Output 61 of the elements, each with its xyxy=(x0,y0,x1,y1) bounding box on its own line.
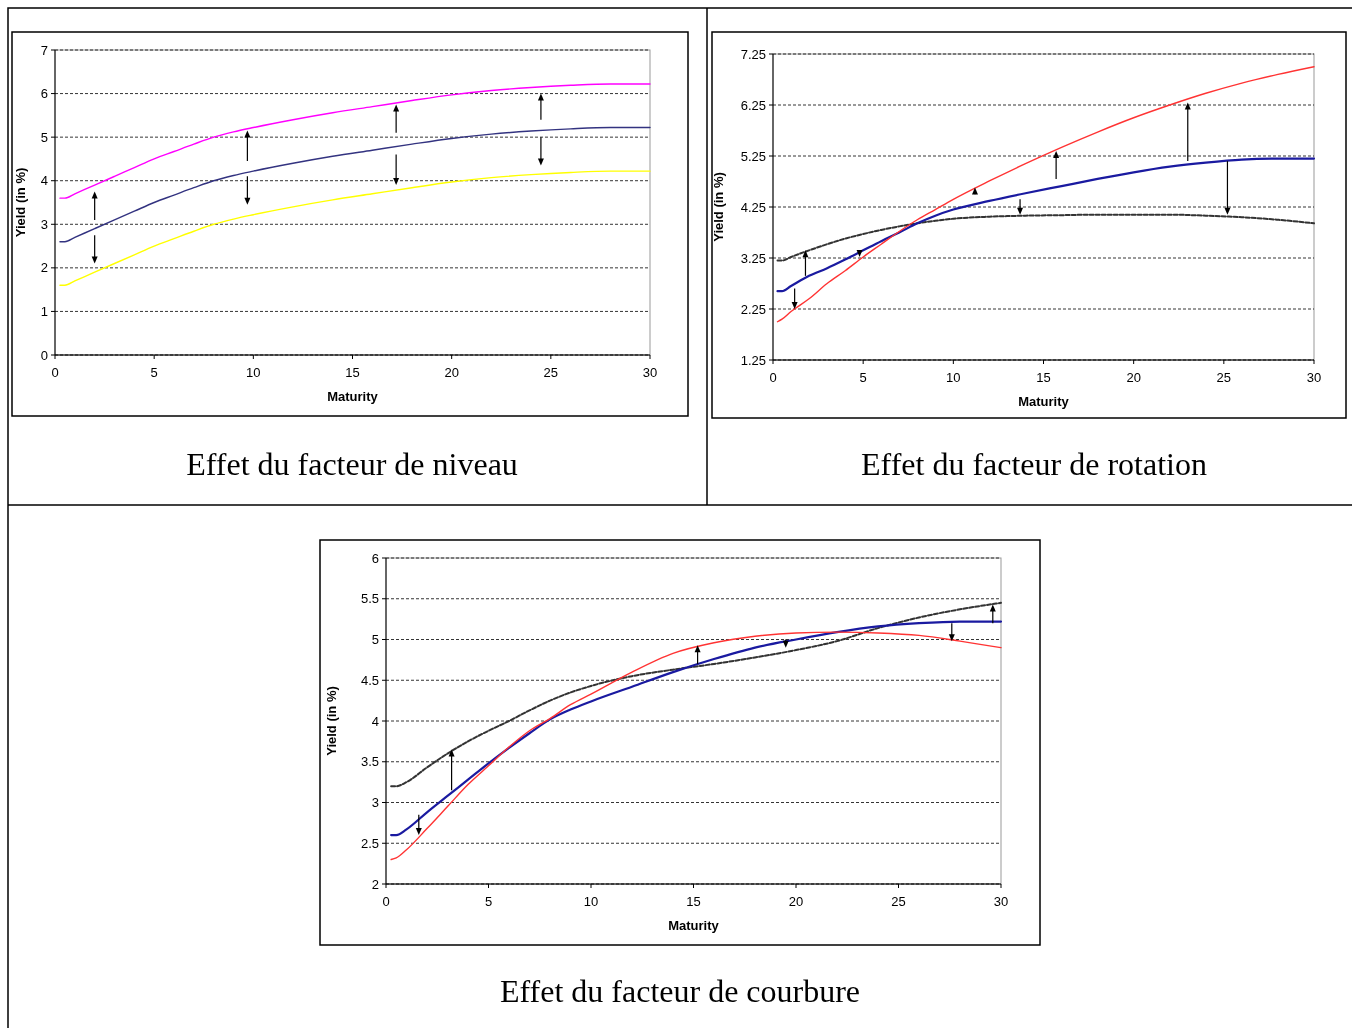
y-tick-label: 3.5 xyxy=(360,754,379,770)
x-tick-label: 30 xyxy=(642,365,658,380)
line-series xyxy=(390,601,1002,788)
y-tick-label: 4 xyxy=(371,713,379,729)
y-tick-label: 4 xyxy=(40,173,48,189)
y-axis-title: Yield (in %) xyxy=(324,686,339,756)
x-tick-label: 5 xyxy=(484,894,493,909)
y-tick-label: 5.25 xyxy=(740,148,766,164)
y-axis-title: Yield (in %) xyxy=(711,172,726,242)
x-tick-label: 15 xyxy=(1036,370,1051,385)
y-tick-label: 7.25 xyxy=(740,46,766,62)
x-tick-label: 10 xyxy=(246,365,261,380)
line-series xyxy=(59,83,651,199)
line-series xyxy=(776,157,1316,293)
x-tick-label: 30 xyxy=(993,894,1009,909)
y-tick-label: 3 xyxy=(371,795,379,811)
x-axis-title: Maturity xyxy=(668,918,720,933)
x-tick-label: 20 xyxy=(444,365,459,380)
x-axis-title: Maturity xyxy=(327,389,379,404)
x-tick-label: 15 xyxy=(345,365,360,380)
y-tick-label: 4.25 xyxy=(740,199,766,215)
x-tick-label: 0 xyxy=(382,894,390,909)
x-tick-label: 20 xyxy=(788,894,804,909)
y-axis-title: Yield (in %) xyxy=(13,167,28,238)
x-tick-label: 20 xyxy=(1126,370,1141,385)
x-axis-title: Maturity xyxy=(1018,394,1070,409)
x-tick-label: 25 xyxy=(543,365,559,380)
y-tick-label: 1.25 xyxy=(740,352,766,368)
y-tick-label: 7 xyxy=(40,42,48,58)
x-tick-label: 0 xyxy=(51,365,59,380)
x-tick-label: 15 xyxy=(686,894,701,909)
y-tick-label: 2 xyxy=(40,260,48,276)
y-tick-label: 4.5 xyxy=(360,672,379,688)
text: Effet du facteur de rotation xyxy=(861,446,1207,482)
x-tick-label: 5 xyxy=(859,370,867,385)
y-tick-label: 2.25 xyxy=(740,301,766,317)
y-tick-label: 6 xyxy=(371,550,379,566)
line-series xyxy=(776,66,1315,323)
x-tick-label: 25 xyxy=(1216,370,1232,385)
y-tick-label: 0 xyxy=(40,347,48,363)
y-tick-label: 5.5 xyxy=(360,591,379,607)
x-tick-label: 10 xyxy=(946,370,961,385)
y-tick-label: 6.25 xyxy=(740,97,766,113)
y-tick-label: 6 xyxy=(40,86,48,102)
line-series xyxy=(59,170,651,286)
text: Effet du facteur de niveau xyxy=(186,446,518,482)
x-tick-label: 10 xyxy=(583,894,599,909)
y-tick-label: 3 xyxy=(40,216,48,232)
x-tick-label: 0 xyxy=(769,370,777,385)
y-tick-label: 1 xyxy=(40,303,48,319)
x-tick-label: 25 xyxy=(891,894,906,909)
text: Effet du facteur de courbure xyxy=(499,973,861,1009)
y-tick-label: 5 xyxy=(40,129,48,145)
x-tick-label: 30 xyxy=(1306,370,1322,385)
y-tick-label: 5 xyxy=(371,632,379,648)
y-tick-label: 2.5 xyxy=(360,835,379,851)
line-series xyxy=(776,213,1315,262)
y-tick-label: 2 xyxy=(371,876,379,892)
line-series xyxy=(59,126,651,243)
x-tick-label: 5 xyxy=(150,365,158,380)
y-tick-label: 3.25 xyxy=(740,250,766,266)
